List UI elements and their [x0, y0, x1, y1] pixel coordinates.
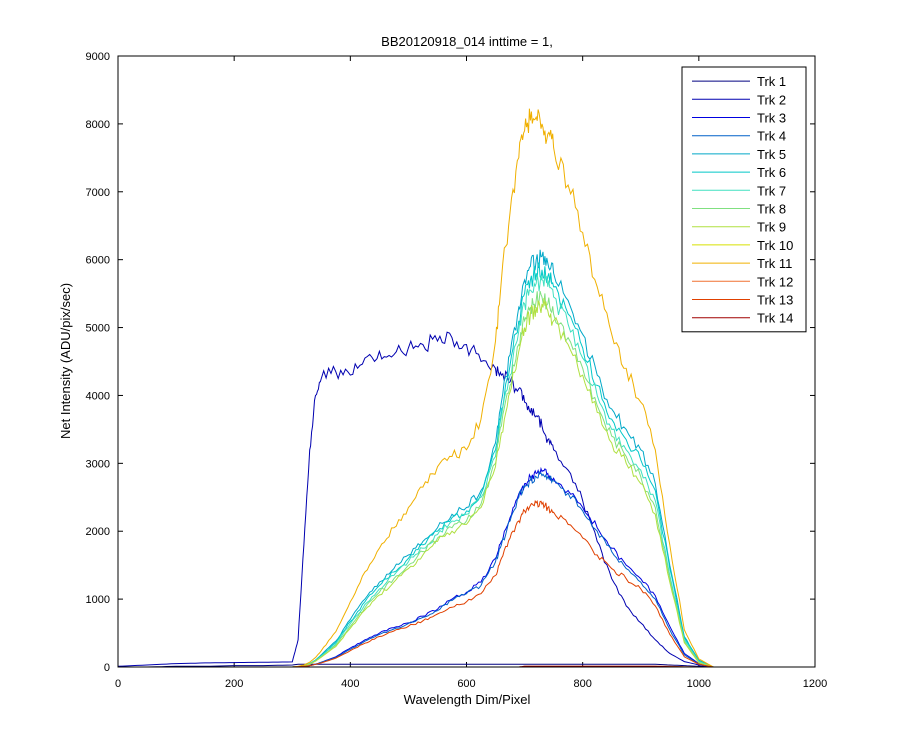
legend-entry: Trk 13 — [757, 293, 793, 308]
legend-entry: Trk 8 — [757, 202, 786, 217]
y-tick-label: 4000 — [86, 390, 110, 402]
x-tick-label: 1000 — [687, 678, 711, 690]
y-tick-label: 1000 — [86, 594, 110, 606]
legend-entry: Trk 11 — [757, 256, 792, 271]
x-tick-label: 200 — [225, 678, 243, 690]
series-layer — [117, 108, 714, 668]
series-line-trk-2 — [117, 331, 714, 668]
series-line-trk-9 — [118, 298, 714, 668]
series-line-trk-7 — [118, 272, 714, 668]
legend-entry: Trk 10 — [757, 238, 793, 253]
y-tick-label: 0 — [104, 662, 110, 674]
legend-entry: Trk 14 — [757, 311, 793, 326]
legend-entry: Trk 4 — [757, 129, 786, 144]
series-line-trk-1 — [118, 663, 714, 668]
legend-entry: Trk 12 — [757, 274, 793, 289]
y-axis-label: Net Intensity (ADU/pix/sec) — [58, 283, 73, 439]
x-tick-label: 800 — [573, 678, 591, 690]
series-line-trk-5 — [118, 249, 714, 668]
x-tick-label: 400 — [341, 678, 359, 690]
legend-entry: Trk 5 — [757, 147, 786, 162]
y-tick-label: 6000 — [86, 255, 110, 267]
y-axis: 0 1000 2000 3000 4000 5000 6000 7000 8000 9000 — [86, 51, 815, 674]
legend-entry: Trk 7 — [757, 183, 786, 198]
y-tick-label: 8000 — [86, 119, 110, 131]
x-tick-label: 1200 — [803, 678, 827, 690]
y-tick-label: 9000 — [86, 51, 110, 63]
legend: Trk 1 Trk 2 Trk 3 Trk 4 Trk 5 Trk 6 Trk 7 Trk 8… — [681, 66, 807, 333]
legend-entry: Trk 3 — [757, 111, 786, 126]
legend-entry: Trk 6 — [757, 165, 786, 180]
series-line-trk-8 — [118, 290, 714, 668]
x-tick-label: 0 — [115, 678, 121, 690]
y-tick-label: 7000 — [86, 187, 110, 199]
series-line-trk-11 — [118, 108, 714, 668]
legend-entry: Trk 9 — [757, 220, 786, 235]
y-tick-label: 3000 — [86, 458, 110, 470]
series-line-trk-3 — [118, 466, 714, 668]
y-tick-label: 2000 — [86, 526, 110, 538]
x-axis: 0 200 400 600 800 1000 1200 — [115, 56, 827, 690]
chart-title: BB20120918_014 inttime = 1, — [381, 34, 553, 49]
series-line-trk-6 — [118, 261, 714, 668]
legend-entry: Trk 1 — [757, 74, 786, 89]
plot-frame — [117, 55, 816, 668]
series-line-trk-13 — [118, 499, 714, 668]
series-line-trk-4 — [118, 470, 714, 668]
x-axis-label: Wavelength Dim/Pixel — [404, 692, 531, 707]
legend-box — [681, 66, 807, 333]
legend-entry: Trk 2 — [757, 92, 786, 107]
y-tick-label: 5000 — [86, 323, 110, 335]
x-tick-label: 600 — [457, 678, 475, 690]
